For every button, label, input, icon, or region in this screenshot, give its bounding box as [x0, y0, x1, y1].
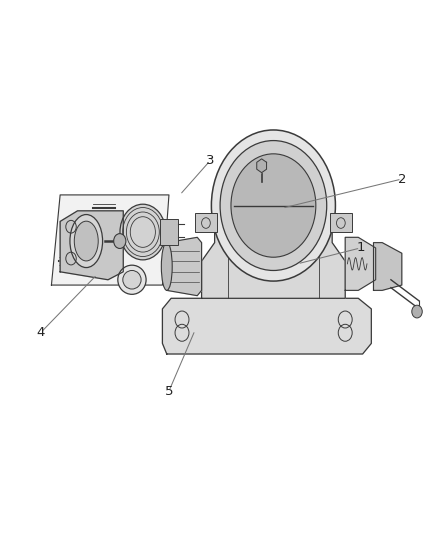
Ellipse shape: [74, 221, 98, 261]
Polygon shape: [167, 237, 201, 296]
Bar: [330, 214, 352, 232]
Text: 3: 3: [206, 154, 215, 167]
Ellipse shape: [231, 154, 316, 257]
Ellipse shape: [123, 270, 141, 289]
Ellipse shape: [120, 204, 166, 260]
Polygon shape: [345, 237, 376, 290]
Ellipse shape: [118, 265, 146, 294]
Ellipse shape: [161, 243, 172, 290]
Text: 2: 2: [398, 173, 406, 185]
Polygon shape: [257, 159, 267, 173]
Ellipse shape: [220, 141, 327, 270]
Circle shape: [114, 233, 126, 248]
Polygon shape: [201, 216, 345, 298]
Text: 1: 1: [356, 241, 365, 254]
Polygon shape: [162, 298, 371, 354]
Polygon shape: [60, 211, 123, 280]
Circle shape: [412, 305, 422, 318]
Bar: [160, 219, 178, 245]
Ellipse shape: [70, 215, 102, 268]
Ellipse shape: [212, 130, 336, 281]
Polygon shape: [374, 243, 402, 290]
Text: 4: 4: [36, 326, 45, 340]
Polygon shape: [51, 195, 169, 285]
Bar: [195, 214, 217, 232]
Text: 5: 5: [165, 385, 173, 398]
